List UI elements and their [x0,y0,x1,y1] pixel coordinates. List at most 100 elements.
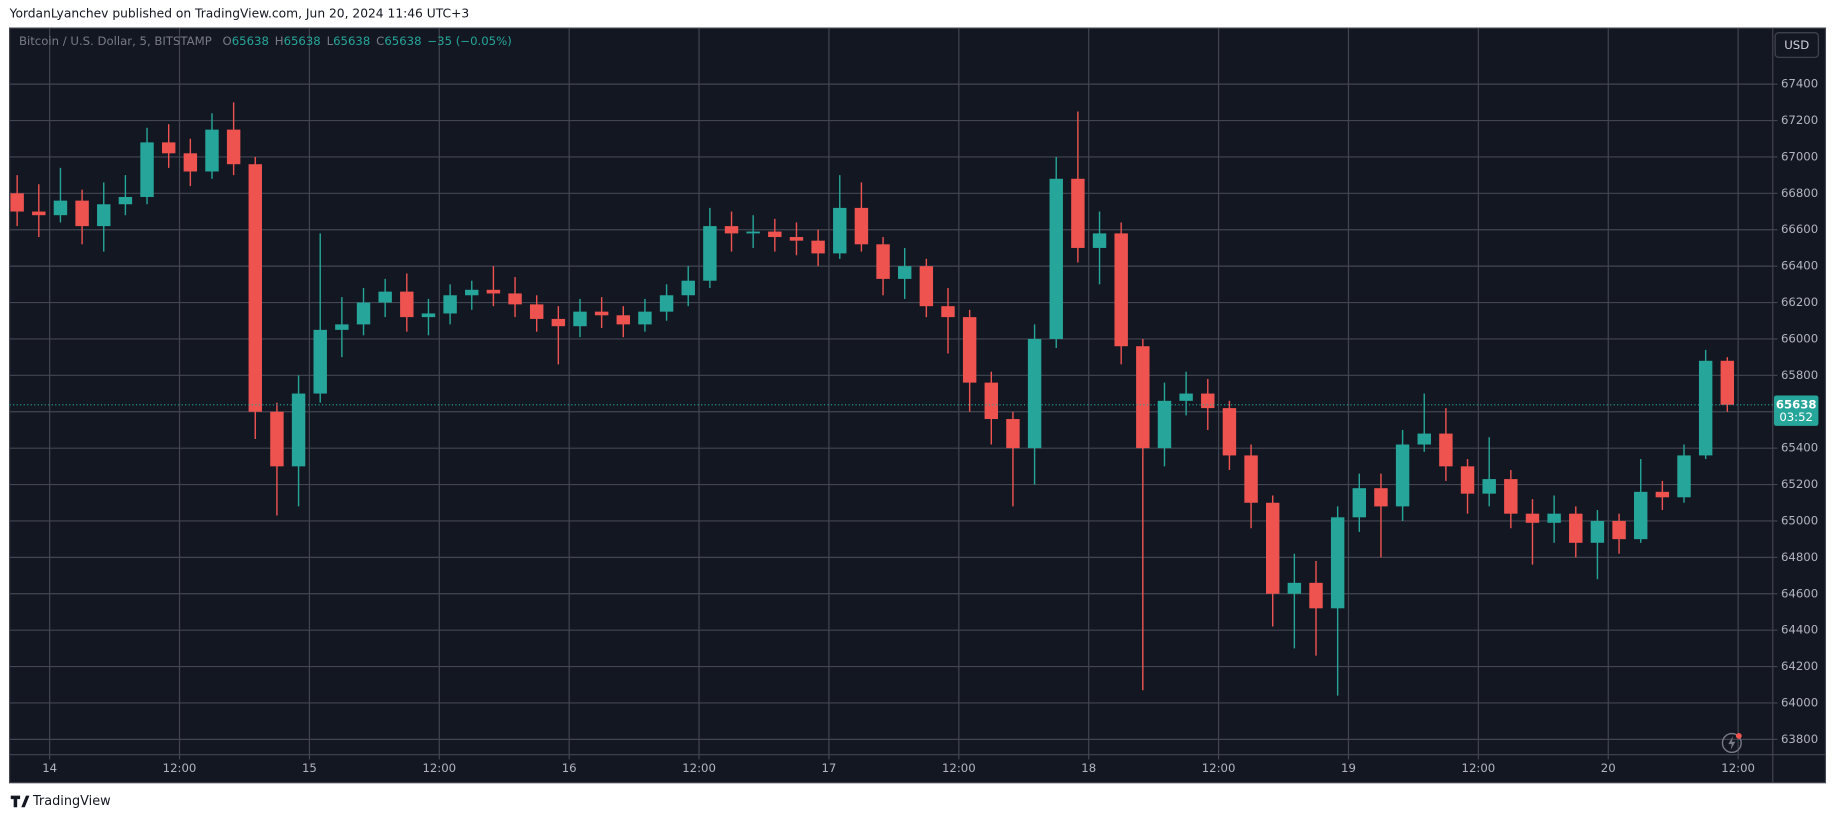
candle-body [854,207,869,245]
candle-body [681,280,695,296]
candle-body [529,304,544,319]
ohlc-label: L [327,33,334,47]
candle-body [1612,520,1626,540]
candle-body [897,266,912,279]
candle-body [400,291,414,318]
candle-body [703,226,717,281]
grid: 63800 64000 64200 64400 64600 64800 65000 65200… [9,28,1818,775]
candle-body [1092,233,1107,248]
candle-body [140,142,154,197]
y-tick-label: 63800 [1781,732,1818,746]
candle-body [594,311,609,316]
legend: Bitcoin / U.S. Dollar, 5, BITSTAMP O6563… [19,33,512,47]
y-tick-label: 66000 [1781,331,1818,345]
currency-label[interactable]: USD [1784,38,1809,52]
candle-body [768,231,782,238]
candle-body [1590,520,1605,543]
candle-body [1179,393,1193,401]
currency-button[interactable] [1774,32,1819,58]
y-tick-label: 65200 [1781,477,1818,491]
candle-body [313,329,327,394]
y-tick-label: 66800 [1781,186,1818,200]
y-tick-label: 64600 [1781,586,1818,600]
alert-icon[interactable] [1721,732,1742,754]
candle-body [1374,488,1388,507]
candle-body [1071,178,1085,248]
candle-body [1677,455,1691,498]
last-price-box [1773,395,1819,426]
ohlc-value: 65638 [333,33,370,47]
candle-body [919,266,934,307]
candle-body [1222,408,1237,456]
candle-body [833,207,847,254]
candle-body [10,193,24,212]
candle-body [1698,360,1713,456]
candle-body [1439,433,1453,467]
candle-body [335,324,349,330]
y-tick-label: 65400 [1781,441,1818,455]
candle-body [1352,488,1367,518]
x-tick-label: 12:00 [163,761,197,775]
candle-body [226,129,241,165]
candle-body [616,315,630,325]
candle-body [205,129,219,172]
candle-body [1655,491,1670,498]
y-tick-label: 64400 [1781,623,1818,637]
x-tick-label: 12:00 [682,761,716,775]
last-price-label: 65638 [1776,397,1817,411]
x-tick-label: 12:00 [1462,761,1496,775]
candle-body [75,200,89,227]
candle-body [1244,455,1258,503]
candle-body [1157,400,1172,449]
x-tick-label: 12:00 [422,761,456,775]
candle-body [1720,360,1735,405]
candle-body [378,291,392,303]
candle-body [1027,338,1042,449]
x-tick-label: 12:00 [1202,761,1236,775]
candle-body [32,211,46,216]
candle-body [573,311,587,327]
ohlc-value: 65638 [232,33,269,47]
x-tick-label: 20 [1601,761,1616,775]
candle-body [638,311,652,325]
candle-body [1569,513,1583,543]
candle-body [1504,479,1518,514]
x-tick-label: 12:00 [942,761,976,775]
publish-header: YordanLyanchev published on TradingView.… [9,7,470,21]
candle-body [97,204,111,227]
candle-body [1482,479,1496,494]
y-tick-label: 67400 [1781,77,1818,91]
candle-body [356,302,371,325]
y-tick-label: 67000 [1781,149,1818,163]
candle-body [551,318,566,327]
candle-body [962,317,977,383]
candle-body [1547,513,1561,523]
y-tick-label: 64000 [1781,695,1818,709]
x-tick-label: 14 [42,761,57,775]
change: −35 (−0.05%) [427,33,511,47]
candles [10,102,1735,696]
ohlc-label: C [376,33,384,47]
candle-body [1395,444,1410,507]
candle-body [1201,393,1215,409]
symbol: Bitcoin / U.S. Dollar, 5, BITSTAMP [19,33,212,47]
ohlc-label: O [223,33,232,47]
y-tick-label: 65000 [1781,513,1818,527]
candle-body [465,289,479,296]
candle-body [876,244,890,279]
countdown-label: 03:52 [1779,410,1813,424]
candle-body [1114,233,1128,347]
x-tick-label: 15 [302,761,317,775]
candle-body [421,313,436,318]
candle-body [1006,419,1020,449]
candle-body [789,237,804,241]
chart-panel [8,27,1827,784]
footer-brand: TradingView [32,794,111,809]
candle-body [984,382,999,420]
candle-body [118,196,133,205]
y-tick-label: 66600 [1781,222,1818,236]
ohlc-label: H [275,33,284,47]
